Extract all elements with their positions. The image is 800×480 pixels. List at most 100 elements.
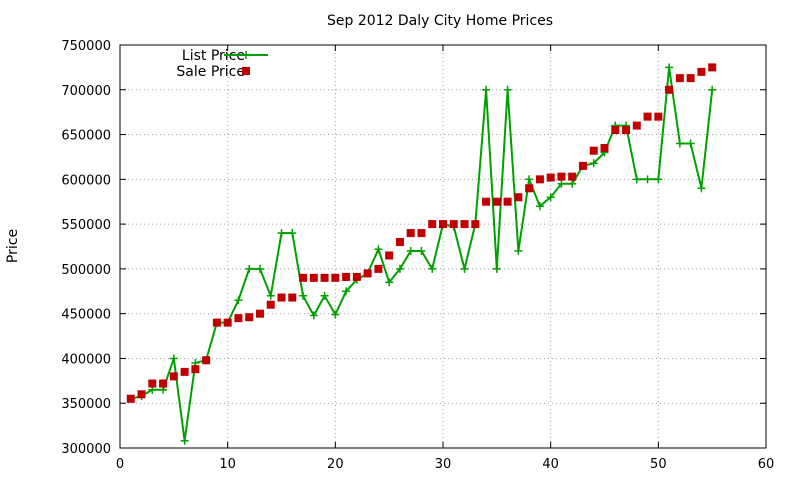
sale-price-point: [686, 74, 695, 83]
sale-price-point: [169, 372, 178, 381]
sale-price-point: [697, 67, 706, 76]
list-price-point: [299, 291, 308, 300]
list-price-point: [406, 246, 415, 255]
list-price-point: [654, 175, 663, 184]
sale-price-point: [460, 220, 469, 229]
sale-price-point: [568, 172, 577, 181]
list-price-point: [503, 85, 512, 94]
x-tick-label: 60: [758, 457, 775, 472]
sale-price-point: [417, 229, 426, 238]
list-price-point: [180, 436, 189, 445]
sale-price-point: [255, 309, 264, 318]
sale-price-point: [180, 367, 189, 376]
sale-price-point: [578, 161, 587, 170]
sale-price-point: [708, 63, 717, 72]
sale-price-point: [557, 172, 566, 181]
sale-price-point: [632, 121, 641, 130]
sale-price-point: [148, 379, 157, 388]
list-price-point: [395, 264, 404, 273]
sale-price-point: [331, 273, 340, 282]
sale-price-point: [492, 197, 501, 206]
sale-price-point: [223, 318, 232, 327]
y-tick-label: 450000: [61, 308, 111, 323]
sale-price-point: [535, 175, 544, 184]
list-price-point: [643, 175, 652, 184]
x-tick-label: 40: [542, 457, 559, 472]
sale-price-point: [212, 318, 221, 327]
sale-price-point: [191, 365, 200, 374]
x-tick-label: 20: [327, 457, 344, 472]
y-axis-label: Price: [5, 229, 21, 263]
list-price-point: [697, 184, 706, 193]
series-sale-price: [126, 63, 717, 403]
sale-price-point: [503, 197, 512, 206]
chart-title: Sep 2012 Daly City Home Prices: [327, 13, 553, 29]
sale-price-point: [439, 220, 447, 229]
list-price-point: [374, 245, 383, 254]
sale-price-point: [159, 379, 168, 388]
sale-price-point: [643, 112, 652, 121]
x-tick-label: 50: [650, 457, 667, 472]
list-price-point: [568, 179, 577, 188]
list-price-point: [525, 175, 534, 184]
sale-price-point: [245, 313, 254, 322]
gridlines: [120, 45, 766, 448]
sale-price-point: [449, 220, 458, 229]
list-price-point: [234, 296, 243, 305]
sale-price-point: [299, 273, 308, 282]
sale-price-point: [288, 293, 297, 302]
sale-price-point: [406, 229, 415, 238]
list-price-point: [492, 264, 501, 273]
sale-price-point: [482, 197, 491, 206]
y-tick-label: 550000: [61, 218, 111, 233]
list-price-point: [277, 229, 286, 238]
list-price-point: [589, 159, 598, 168]
sale-price-point: [342, 272, 351, 281]
list-price-point: [169, 354, 178, 363]
sale-price-point: [385, 251, 394, 260]
sale-price-point: [675, 74, 684, 83]
list-price-point: [460, 264, 469, 273]
sale-price-point: [309, 273, 318, 282]
sale-price-point: [395, 238, 404, 247]
y-tick-label: 750000: [61, 39, 111, 54]
series-list-price: [126, 63, 717, 445]
y-tick-label: 700000: [61, 84, 111, 99]
list-price-point: [309, 311, 318, 320]
sale-price-point: [514, 193, 523, 202]
list-price-point: [428, 264, 437, 273]
sale-price-point: [202, 356, 211, 365]
series-layer: [126, 63, 717, 445]
list-price-point: [557, 179, 566, 188]
x-tick-label: 0: [116, 457, 124, 472]
list-price-point: [245, 264, 254, 273]
sale-price-point: [137, 390, 146, 399]
list-price-point: [331, 310, 340, 319]
list-price-point: [632, 175, 641, 184]
sale-price-point: [589, 146, 598, 155]
sale-price-point: [428, 220, 437, 229]
x-tick-label: 30: [435, 457, 452, 472]
sale-price-point: [600, 143, 609, 152]
list-price-point: [385, 278, 394, 287]
list-price-point: [266, 291, 275, 300]
legend-swatch-square: [242, 67, 250, 75]
sale-price-point: [654, 112, 663, 121]
list-price-point: [665, 63, 674, 72]
sale-price-point: [611, 126, 620, 135]
sale-price-point: [277, 293, 286, 302]
sale-price-point: [471, 220, 480, 229]
y-tick-label: 300000: [61, 442, 111, 457]
sale-price-point: [352, 272, 361, 281]
sale-price-point: [266, 300, 275, 309]
list-price-point: [255, 264, 264, 273]
list-price-point: [535, 202, 544, 211]
legend-swatch-marker: [242, 51, 250, 59]
y-tick-label: 650000: [61, 129, 111, 144]
x-tick-label: 10: [219, 457, 236, 472]
sale-price-point: [126, 394, 135, 403]
list-price-point: [546, 193, 555, 202]
list-price-point: [686, 139, 695, 148]
